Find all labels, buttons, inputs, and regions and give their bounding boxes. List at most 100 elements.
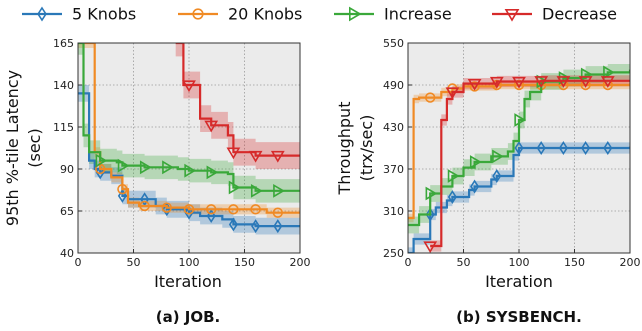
legend-marker <box>192 8 204 20</box>
data-point <box>228 180 241 195</box>
y-tick-label: 370 <box>383 163 404 176</box>
y-tick-label: 430 <box>383 121 404 134</box>
data-point <box>117 158 130 173</box>
data-point <box>512 76 526 89</box>
y-axis-label-line: Throughput <box>335 102 354 196</box>
series-line-20-knobs <box>408 83 630 220</box>
legend-item-5-knobs: 5 Knobs <box>22 5 136 24</box>
x-tick-label: 50 <box>127 256 141 269</box>
data-point <box>161 202 173 213</box>
data-point <box>581 141 591 155</box>
legend-label: Decrease <box>542 5 617 24</box>
data-point <box>556 76 571 88</box>
x-tick-label: 50 <box>457 256 471 269</box>
y-tick-label: 40 <box>60 247 74 260</box>
x-tick-label: 150 <box>234 256 255 269</box>
x-tick-label: 100 <box>509 256 530 269</box>
series-line-increase <box>78 43 300 192</box>
x-axis-label: Iteration <box>154 272 222 291</box>
data-point <box>117 188 127 203</box>
y-tick-label: 310 <box>383 205 404 218</box>
data-point <box>248 150 263 163</box>
data-point <box>425 92 436 103</box>
data-point <box>445 87 460 100</box>
x-tick-label: 0 <box>75 256 82 269</box>
data-point <box>204 120 219 133</box>
legend-label: 20 Knobs <box>228 5 302 24</box>
data-point <box>228 217 238 232</box>
data-point <box>270 150 285 163</box>
series-band-increase <box>78 43 300 203</box>
x-tick-label: 200 <box>620 256 641 269</box>
data-point <box>162 160 174 175</box>
data-point <box>250 183 263 198</box>
legend-item-decrease: Decrease <box>492 5 617 24</box>
legend-marker <box>504 9 520 22</box>
data-point <box>492 149 504 164</box>
x-tick-label: 200 <box>290 256 311 269</box>
data-point <box>558 141 568 155</box>
data-point <box>228 204 239 215</box>
y-axis-label-line: (trx/sec) <box>357 115 376 182</box>
legend-marker <box>37 6 47 22</box>
y-tick-label: 90 <box>60 163 74 176</box>
data-point <box>603 141 613 155</box>
data-point <box>226 147 241 160</box>
panel-job: 0 50 100 150 200 40 65 90 115 140 165 Iteration 95th… <box>3 37 311 326</box>
data-point <box>139 200 150 212</box>
panel-sysbench: 0 50 100 150 200 250 310 370 430 490 550 Iteration T… <box>335 37 641 326</box>
data-point <box>272 207 283 218</box>
data-point <box>184 205 194 220</box>
data-point <box>447 169 460 183</box>
data-point <box>250 204 261 215</box>
data-point <box>184 163 197 178</box>
data-point <box>183 204 195 215</box>
data-point <box>492 169 502 183</box>
y-axis-label-line: (sec) <box>25 128 44 167</box>
y-tick-label: 550 <box>383 37 404 50</box>
y-tick-label: 65 <box>60 205 74 218</box>
x-tick-label: 150 <box>564 256 585 269</box>
series-band-5-knobs <box>78 85 300 235</box>
data-point <box>469 155 482 169</box>
panel-caption: (b) SYSBENCH. <box>456 308 582 326</box>
data-point <box>467 78 482 91</box>
data-point <box>251 219 261 234</box>
data-point <box>95 165 105 180</box>
series-line-decrease <box>430 79 630 248</box>
legend-label: Increase <box>384 5 452 24</box>
y-tick-label: 490 <box>383 79 404 92</box>
legend: 5 Knobs 20 Knobs Increase Decrease <box>22 5 617 24</box>
y-tick-label: 165 <box>53 37 74 50</box>
data-point <box>206 209 216 224</box>
x-axis-label: Iteration <box>485 272 553 291</box>
data-point <box>273 219 283 234</box>
data-point <box>425 207 435 222</box>
data-point <box>182 80 196 93</box>
legend-item-increase: Increase <box>334 5 452 24</box>
data-point <box>425 186 438 201</box>
data-point <box>536 141 546 155</box>
y-tick-label: 250 <box>383 247 404 260</box>
data-point <box>423 241 438 253</box>
x-tick-label: 0 <box>405 256 412 269</box>
legend-label: 5 Knobs <box>72 5 136 24</box>
data-point <box>534 76 549 88</box>
data-point <box>578 76 593 88</box>
panel-caption: (a) JOB. <box>156 308 221 326</box>
legend-item-20-knobs: 20 Knobs <box>178 5 302 24</box>
data-point <box>489 76 504 89</box>
data-point <box>600 76 615 88</box>
y-axis-label-line: 95th %-tile Latency <box>3 70 22 226</box>
data-point <box>514 113 527 127</box>
data-point <box>603 65 615 80</box>
legend-marker <box>349 6 362 22</box>
data-point <box>206 165 219 180</box>
data-point <box>95 153 108 168</box>
x-tick-label: 100 <box>179 256 200 269</box>
data-point <box>140 192 150 207</box>
data-point <box>206 204 217 215</box>
data-point <box>117 183 128 195</box>
y-tick-label: 140 <box>53 79 74 92</box>
